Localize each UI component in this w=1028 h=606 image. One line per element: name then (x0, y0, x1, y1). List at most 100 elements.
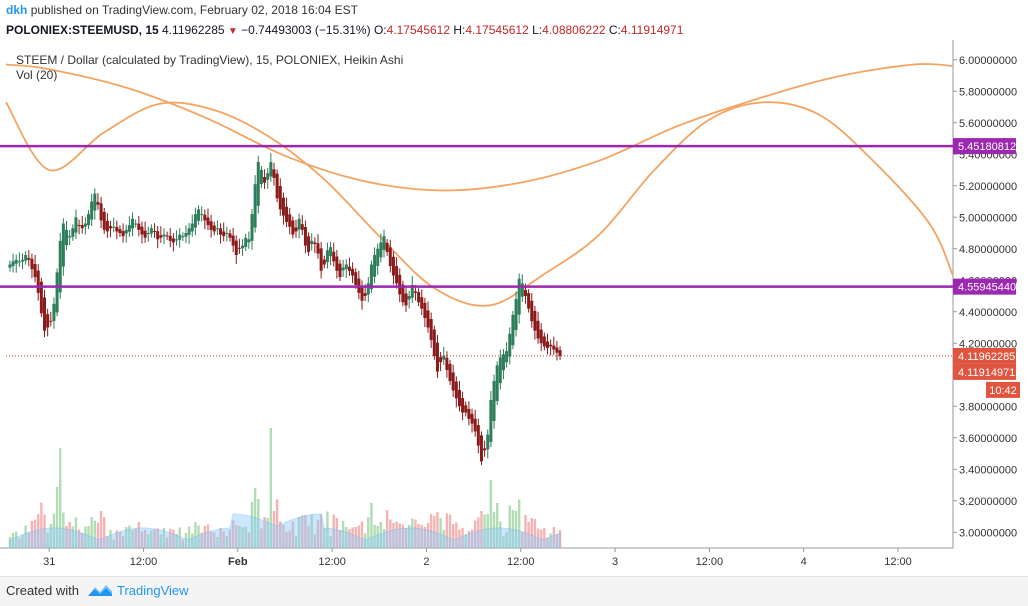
volume-bar (357, 525, 361, 548)
tradingview-link[interactable]: TradingView (117, 583, 189, 598)
volume-bar (203, 526, 207, 548)
author-name[interactable]: dkh (6, 3, 28, 17)
candle-body (90, 201, 94, 220)
price-chart[interactable]: 6.000000005.800000005.600000005.40000000… (0, 40, 1028, 576)
y-tick-label: 5.20000000 (959, 181, 1017, 193)
candle-body (467, 408, 471, 419)
candle-body (278, 185, 282, 210)
low-label: L: (532, 23, 543, 37)
volume-bar (414, 519, 417, 548)
candle-body (197, 209, 201, 221)
volume-bar (241, 527, 244, 548)
volume-bar (335, 518, 339, 548)
candle-body (74, 217, 78, 233)
volume-bar (367, 517, 370, 548)
volume-bar (307, 526, 310, 548)
candle-body (181, 236, 185, 238)
volume-bar (15, 531, 18, 548)
last-price-tag-bg (953, 347, 1016, 364)
volume-bar (486, 514, 489, 548)
volume-bar (382, 529, 386, 548)
candle-body (61, 223, 65, 267)
volume-bar (162, 528, 166, 548)
created-with-label: Created with (6, 583, 79, 598)
level-price-tag: 5.45180812 (958, 141, 1016, 153)
close-price-tag: 4.11914971 (958, 367, 1015, 379)
volume-bar (27, 532, 30, 548)
volume-bar (121, 536, 125, 548)
candle-body (65, 229, 69, 246)
volume-bar (345, 527, 348, 548)
volume-bar (301, 515, 304, 548)
y-tick-label: 3.00000000 (959, 527, 1017, 539)
volume-bar (84, 526, 87, 548)
candle-body (454, 381, 458, 399)
volume-bar (18, 538, 21, 548)
y-tick-label: 5.00000000 (959, 212, 1017, 224)
candle-body (426, 310, 430, 328)
volume-bar (200, 532, 203, 548)
candle-body (281, 197, 285, 216)
candle-body (165, 235, 169, 237)
candle-body (483, 448, 487, 451)
candle-body (131, 218, 135, 229)
high-value: 4.17545612 (465, 23, 529, 37)
volume-bar (524, 515, 527, 548)
candle-body (322, 259, 326, 265)
level-price-tag: 4.55945440 (958, 282, 1016, 294)
candle-body (266, 173, 270, 180)
candle-body (247, 239, 251, 243)
candle-body (234, 240, 238, 256)
candle-body (530, 300, 534, 322)
candle-body (259, 170, 263, 184)
candle-body (219, 228, 223, 235)
candle-body (344, 264, 348, 270)
volume-bar (401, 524, 405, 548)
tradingview-logo-icon[interactable] (87, 582, 113, 600)
candle-body (470, 413, 474, 424)
candle-body (307, 236, 311, 252)
candle-body (285, 206, 289, 222)
volume-bar (71, 526, 75, 548)
candle-body (275, 173, 279, 199)
volume-bar (253, 488, 257, 548)
candle-body (269, 162, 273, 177)
volume-bar (341, 521, 345, 548)
volume-bar (178, 527, 181, 548)
volume-bar (250, 502, 254, 548)
candle-body (206, 217, 210, 226)
price-change: −0.74493003 (−15.31%) (241, 23, 371, 37)
candle-body (87, 214, 91, 226)
chart-legend: STEEM / Dollar (calculated by TradingVie… (16, 53, 403, 83)
volume-bar (351, 527, 354, 548)
volume-bar (461, 528, 464, 548)
y-tick-label: 3.80000000 (959, 401, 1017, 413)
candle-body (498, 357, 502, 384)
volume-bar (279, 521, 282, 548)
candle-body (489, 399, 493, 442)
volume-bar (187, 526, 191, 548)
candle-body (55, 272, 59, 313)
candle-body (486, 434, 490, 450)
candle-body (395, 266, 399, 284)
candle-body (420, 297, 424, 309)
volume-bar (533, 519, 537, 548)
candle-body (492, 381, 496, 421)
y-tick-label: 6.00000000 (959, 55, 1017, 67)
volume-bar (165, 537, 169, 548)
volume-bar (143, 530, 147, 548)
volume-bar (455, 522, 458, 548)
y-tick-label: 3.20000000 (959, 496, 1017, 508)
volume-bar (147, 534, 150, 548)
countdown-tag-bg (986, 381, 1020, 398)
high-label: H: (453, 23, 466, 37)
volume-bar (40, 502, 43, 548)
level-price-tag-bg (953, 138, 1016, 155)
candle-body (476, 425, 480, 446)
candle-body (17, 261, 21, 263)
y-tick-label: 4.40000000 (959, 307, 1017, 319)
candle-body (379, 242, 383, 258)
candle-body (533, 311, 537, 331)
candle-body (200, 214, 204, 216)
volume-bar (90, 517, 93, 548)
